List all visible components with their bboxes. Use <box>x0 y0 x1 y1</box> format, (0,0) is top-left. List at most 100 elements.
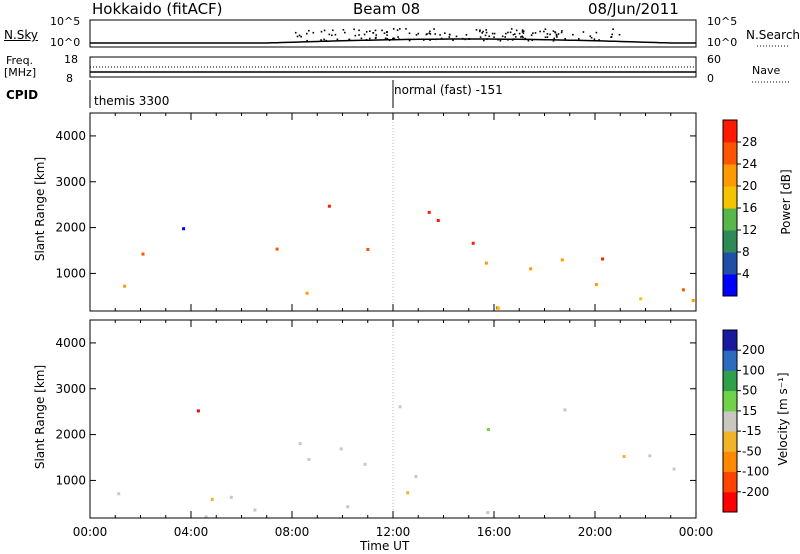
velocity-ytick-label: 1000 <box>55 473 86 487</box>
velocity-cell <box>253 508 257 512</box>
velocity-cell <box>486 511 490 515</box>
noise-search-point <box>298 34 301 37</box>
velocity-cell <box>229 495 233 499</box>
noise-search-point <box>515 36 517 38</box>
velocity-colorbar-tick-label: -100 <box>742 465 769 479</box>
power-colorbar-segment <box>723 164 737 187</box>
noise-search-point <box>493 36 495 38</box>
xlabel: Time UT <box>360 539 410 553</box>
velocity-colorbar-segment <box>723 491 737 513</box>
noise-search-point <box>482 30 484 33</box>
noise-search-point <box>564 37 566 40</box>
power-cell <box>275 247 279 251</box>
xtick-label: 16:00 <box>477 525 512 539</box>
noise-search-point <box>556 36 558 38</box>
freq-unit: [MHz] <box>4 66 37 79</box>
freq-right-tick-top: 60 <box>707 53 721 66</box>
nave-label: Nave <box>752 64 781 77</box>
noise-search-point <box>320 30 323 33</box>
power-cell <box>484 261 488 265</box>
power-colorbar-segment <box>723 252 737 275</box>
noise-search-point <box>486 38 488 40</box>
noise-search-point <box>428 32 430 35</box>
cpid-segment-2: normal (fast) -151 <box>394 83 503 97</box>
noise-search-point <box>522 30 525 32</box>
velocity-cell <box>563 408 567 412</box>
power-cell <box>366 248 370 251</box>
power-colorbar-segment <box>723 274 737 297</box>
noise-search-point <box>306 39 308 42</box>
noise-search-point <box>497 38 499 41</box>
noise-search-point <box>386 34 388 36</box>
noise-search-point <box>331 34 333 37</box>
noise-search-point <box>312 31 315 34</box>
noise-search-point <box>479 30 481 33</box>
noise-search-point <box>522 36 524 39</box>
velocity-colorbar-segment <box>723 410 737 432</box>
noise-search-point <box>515 29 518 32</box>
power-colorbar-segment <box>723 142 737 165</box>
noise-right-tick-bottom: 10^0 <box>707 36 738 49</box>
noise-search-point <box>610 36 613 38</box>
velocity-colorbar-tick-label: -200 <box>742 485 769 499</box>
power-cell <box>123 284 127 288</box>
power-cell <box>327 204 331 208</box>
noise-search-point <box>539 30 541 33</box>
noise-search-point <box>543 30 545 33</box>
noise-search-point <box>435 38 437 41</box>
noise-search-point <box>544 28 547 30</box>
noise-search-point <box>365 38 368 41</box>
freq-right-tick-bottom: 0 <box>707 72 714 85</box>
noise-search-point <box>530 34 533 36</box>
noise-search-point <box>392 28 395 30</box>
noise-search-point <box>481 32 483 34</box>
noise-search-point <box>433 28 435 30</box>
noise-search-point <box>415 34 418 36</box>
noise-search-point <box>323 38 325 41</box>
noise-search-point <box>527 39 530 42</box>
velocity-colorbar-tick-label: 200 <box>742 343 765 357</box>
noise-right-tick-top: 10^5 <box>707 15 738 28</box>
velocity-colorbar-segment <box>723 390 737 412</box>
velocity-cell <box>339 447 343 451</box>
noise-search-point <box>509 31 512 34</box>
noise-search-point <box>595 31 598 34</box>
noise-search-point <box>499 40 502 42</box>
noise-search-point <box>488 35 490 38</box>
noise-search-point <box>440 37 443 40</box>
noise-search-point <box>396 29 399 31</box>
velocity-cell <box>204 515 208 519</box>
power-colorbar-tick-label: 16 <box>742 201 757 215</box>
noise-search-point <box>479 36 482 38</box>
noise-search-point <box>546 36 549 38</box>
noise-search-point <box>518 32 521 35</box>
velocity-cell <box>648 454 652 458</box>
noise-search-point <box>354 34 357 37</box>
noise-search-point <box>308 29 310 32</box>
noise-search-point <box>501 35 504 38</box>
power-cell <box>305 291 309 295</box>
cpid-segment-1: themis 3300 <box>94 94 170 108</box>
noise-search-point <box>363 33 366 36</box>
noise-search-point <box>455 35 458 38</box>
power-cell <box>471 241 475 245</box>
velocity-colorbar-frame <box>722 329 738 513</box>
noise-search-point <box>374 29 377 32</box>
noise-search-point <box>358 29 360 32</box>
noise-left-tick-top: 10^5 <box>50 15 81 28</box>
noise-search-point <box>522 32 525 34</box>
power-colorbar-segment <box>723 230 737 253</box>
noise-search-point <box>334 33 337 36</box>
power-colorbar-tick-label: 24 <box>742 157 757 171</box>
freq-label: Freq. <box>6 54 34 67</box>
noise-search-point <box>323 29 326 32</box>
velocity-colorbar-segment <box>723 370 737 392</box>
noise-search-point <box>554 31 556 33</box>
velocity-colorbar-segment <box>723 330 737 351</box>
noise-search-point <box>552 40 555 42</box>
velocity-cell <box>622 455 626 458</box>
velocity-colorbar-segment <box>723 471 737 493</box>
noise-search-point <box>294 31 297 34</box>
noise-search-point <box>520 36 522 38</box>
noise-search-point <box>532 32 534 34</box>
